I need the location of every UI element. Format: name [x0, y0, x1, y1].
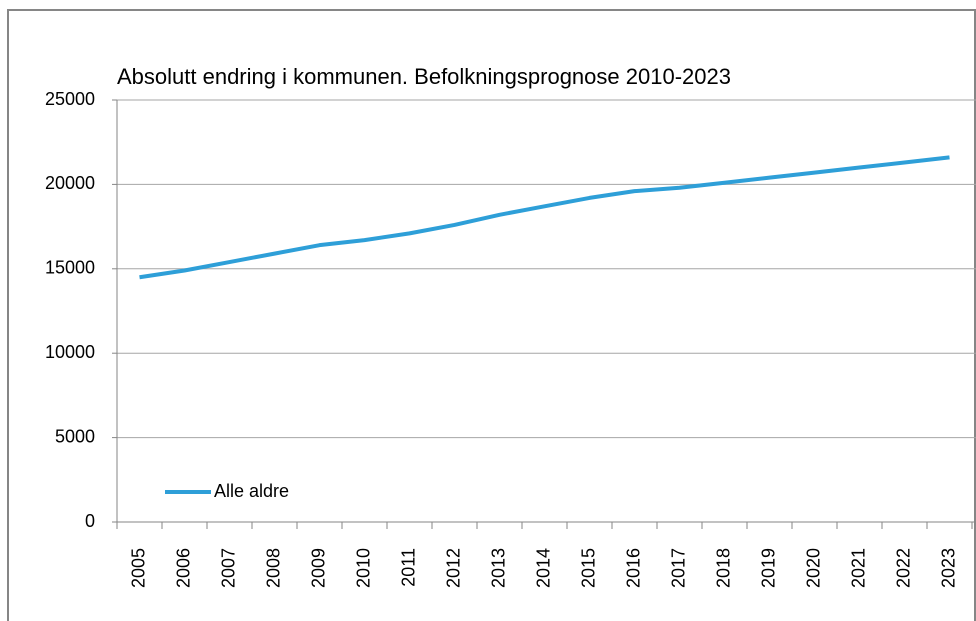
x-tick-label: 2013 — [488, 548, 508, 588]
y-tick-label: 10000 — [45, 342, 95, 362]
x-tick-label: 2019 — [758, 548, 778, 588]
x-tick-label: 2023 — [938, 548, 958, 588]
y-tick-label: 15000 — [45, 258, 95, 278]
x-tick-label: 2014 — [533, 548, 553, 588]
x-tick-label: 2015 — [578, 548, 598, 588]
chart-title: Absolutt endring i kommunen. Befolknings… — [117, 64, 731, 89]
x-tick-label: 2020 — [803, 548, 823, 588]
y-tick-label: 5000 — [55, 426, 95, 446]
x-tick-label: 2021 — [848, 548, 868, 588]
legend-label: Alle aldre — [214, 481, 289, 501]
x-tick-label: 2022 — [893, 548, 913, 588]
x-tick-label: 2018 — [713, 548, 733, 588]
x-tick-label: 2017 — [668, 548, 688, 588]
chart-frame — [7, 9, 976, 621]
x-tick-label: 2012 — [443, 548, 463, 588]
data-line — [139, 155, 950, 280]
x-tick-label: 2008 — [263, 548, 283, 588]
x-tick-label: 2016 — [623, 548, 643, 588]
y-tick-label: 20000 — [45, 173, 95, 193]
x-tick-label: 2009 — [308, 548, 328, 588]
x-tick-label: 2011 — [398, 548, 418, 587]
x-tick-label: 2005 — [128, 548, 148, 588]
x-tick-label: 2006 — [173, 548, 193, 588]
x-tick-label: 2010 — [353, 548, 373, 588]
y-tick-label: 25000 — [45, 89, 95, 109]
y-tick-label: 0 — [85, 511, 95, 531]
x-tick-label: 2007 — [218, 548, 238, 588]
